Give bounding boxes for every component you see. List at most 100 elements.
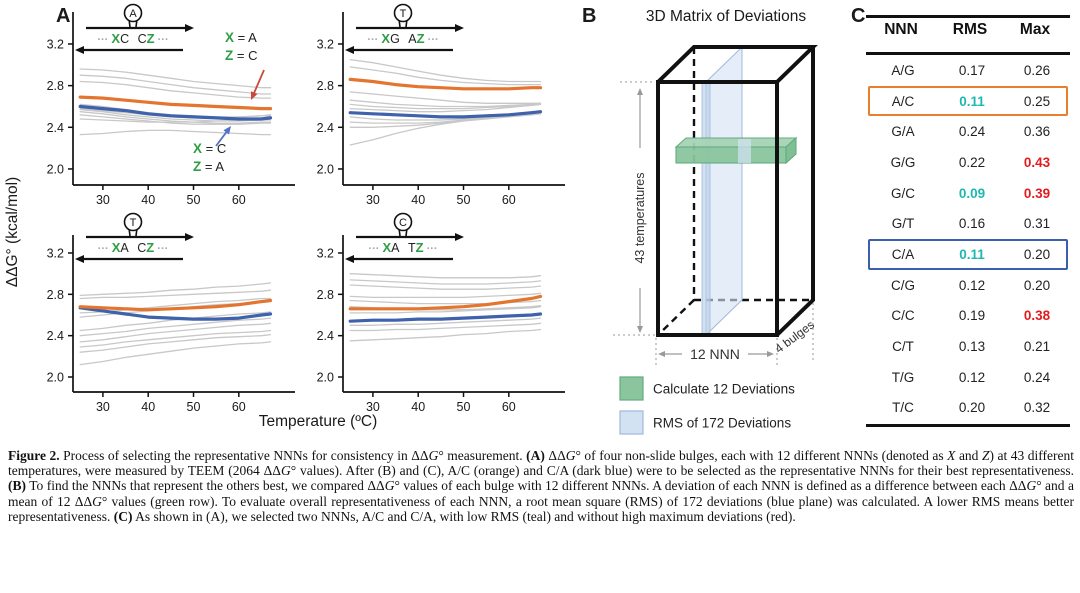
y-tick-label: 2.4 (47, 329, 64, 343)
curve-X=C,Z=A (348, 110, 543, 119)
legend-label: Calculate 12 Deviations (653, 382, 795, 397)
annotation-text: Z = A (193, 159, 224, 174)
cell-rms: 0.12 (958, 369, 986, 385)
subplot-2: 2.0 2.4 2.8 3.2 30 40 50 60 T ··· XG AZ ··· (317, 3, 565, 207)
deviations-bar (674, 136, 798, 165)
cell-nnn: C/G (890, 277, 915, 293)
cell-nnn: C/C (891, 308, 915, 324)
panel-a-label: A (56, 5, 70, 27)
y-tick-label: 2.4 (47, 121, 64, 135)
curve-X=A,Z=C (78, 95, 273, 111)
green-swatch-icon (619, 376, 644, 401)
column-header-nnn: NNN (884, 21, 918, 38)
curve-other-NNN (349, 292, 542, 299)
x-tick-label: 40 (141, 400, 155, 414)
loop-circle (123, 3, 143, 23)
strand-sequence: ··· XA TZ ··· (368, 240, 437, 255)
column-header-max: Max (1019, 21, 1051, 38)
y-tick-label: 2.8 (317, 79, 334, 93)
y-tick-label: 3.2 (317, 246, 334, 260)
rms-plane-front-edge (701, 81, 711, 336)
y-tick-label: 2.8 (47, 288, 64, 302)
curve-other-NNN (349, 328, 542, 342)
curve-other-NNN (79, 289, 272, 300)
cell-nnn: G/G (890, 154, 916, 170)
caption-segment: To find the NNNs that represent the othe… (26, 478, 385, 494)
x-tick-label: 60 (502, 400, 516, 414)
cell-nnn: C/A (891, 246, 915, 262)
y-tick-label: 2.4 (317, 121, 334, 135)
curve-other-NNN (349, 299, 542, 305)
curve-other-NNN (79, 322, 272, 343)
cell-nnn: G/T (891, 216, 915, 232)
table-row-T-C: T/C 0.20 0.32 (868, 393, 1068, 424)
y-tick-label: 3.2 (47, 37, 64, 51)
cell-rms: 0.20 (958, 400, 986, 416)
loop-circle (123, 212, 143, 232)
curve-other-NNN (349, 58, 542, 83)
cell-rms: 0.13 (958, 339, 986, 355)
cube-right-face (775, 47, 815, 337)
curve-X=A,Z=C (78, 298, 273, 312)
legend-item-blue: RMS of 172 Deviations (619, 410, 791, 435)
cell-max: 0.25 (1023, 93, 1051, 109)
curve-other-NNN (79, 333, 272, 353)
curve-other-NNN (349, 103, 542, 113)
x-tick-label: 60 (232, 400, 246, 414)
curve-other-NNN (79, 317, 272, 337)
x-tick-label: 40 (411, 400, 425, 414)
loop-base-letter: T (400, 8, 407, 20)
table-row-C-C: C/C 0.19 0.38 (868, 301, 1068, 332)
caption-segment: Process of selecting the representative … (59, 448, 429, 463)
series-annotation: X = C Z = A (193, 126, 231, 174)
cell-max: 0.24 (1023, 369, 1051, 385)
x-axis-label: Temperature (ºC) (259, 413, 378, 430)
cell-nnn: T/G (891, 369, 915, 385)
bulge-sequence-diagram: T ··· XA CZ ··· (75, 212, 194, 263)
table-row-A-G: A/G 0.17 0.26 (868, 55, 1068, 86)
cell-max: 0.21 (1023, 339, 1051, 355)
arrowhead (767, 351, 774, 357)
table-row-C-T: C/T 0.13 0.21 (868, 331, 1068, 362)
cube-hidden-edge (657, 299, 695, 336)
bulge-sequence-diagram: T ··· XG AZ ··· (345, 3, 464, 54)
curve-other-NNN (349, 284, 542, 290)
panel-b-label: B (582, 5, 596, 27)
x-tick-label: 40 (411, 193, 425, 207)
bulge-sequence-diagram: A ··· XC CZ ··· (75, 3, 194, 54)
cell-max: 0.39 (1023, 185, 1051, 201)
subplot-3: 2.0 2.4 2.8 3.2 30 40 50 60 T ··· XA CZ ··· (47, 212, 295, 414)
curve-other-NNN (349, 99, 542, 108)
blue-swatch-icon (619, 410, 644, 435)
loop-circle (393, 212, 413, 232)
cell-nnn: T/C (892, 400, 914, 416)
x-tick-label: 30 (96, 193, 110, 207)
annotation-text: X = A (225, 30, 257, 45)
panel-b-title: 3D Matrix of Deviations (646, 8, 806, 25)
loop-circle (393, 3, 413, 23)
curve-other-NNN (349, 317, 542, 326)
arrowhead (345, 46, 354, 54)
arrowhead (75, 255, 84, 263)
curve-other-NNN (349, 66, 542, 86)
curve-other-NNN (349, 322, 542, 332)
x-tick-label: 40 (141, 193, 155, 207)
table-row-G-T: G/T 0.16 0.31 (868, 208, 1068, 239)
loop-base-letter: C (399, 217, 407, 229)
caption-segment: ° values). After (B) and (C), A/C (orang… (290, 463, 1074, 479)
curve-other-NNN (349, 91, 542, 104)
cell-nnn: G/A (891, 124, 915, 140)
caption-segment: G (428, 448, 439, 463)
cell-rms: 0.11 (959, 93, 985, 109)
caption-segment: (A) (526, 448, 545, 463)
curve-other-NNN (79, 114, 272, 125)
cell-rms: 0.17 (958, 62, 986, 78)
curve-other-NNN (349, 306, 542, 314)
table-row-T-G: T/G 0.12 0.24 (868, 362, 1068, 393)
x-tick-label: 50 (187, 400, 201, 414)
curve-other-NNN (79, 68, 272, 89)
y-tick-label: 2.0 (317, 162, 334, 176)
x-tick-label: 50 (457, 400, 471, 414)
cell-rms: 0.22 (958, 154, 986, 170)
